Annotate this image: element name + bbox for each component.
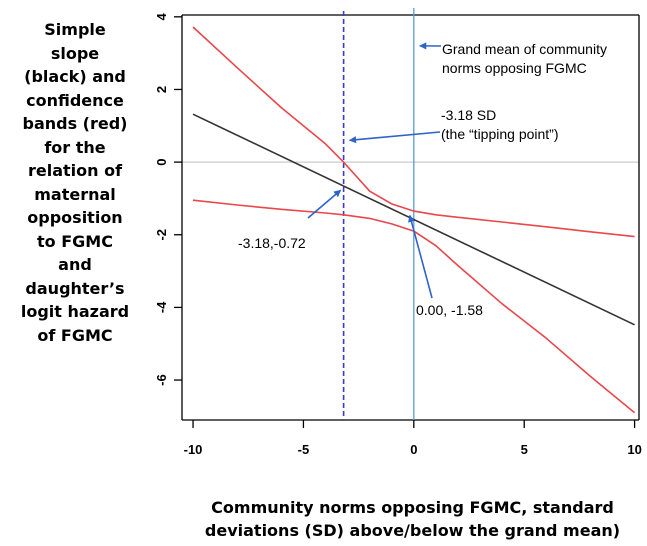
y-title-line: bands (red) (22, 114, 128, 133)
y-title-line: for the (44, 137, 106, 157)
y-title-line: daughter’s (25, 278, 125, 298)
y-title-line: maternal (34, 184, 116, 204)
y-tick-label: 4 (154, 12, 169, 20)
y-title-line: slope (50, 43, 100, 63)
x-tick-label: 5 (521, 442, 528, 457)
y-title-line: to FGMC (37, 231, 113, 251)
y-tick-label: -2 (154, 229, 169, 241)
annotation-arrow (348, 131, 441, 144)
x-title-line: deviations (SD) above/below the grand me… (204, 521, 621, 540)
y-title-line: opposition (27, 208, 123, 227)
annotation-point-tipping: -3.18,-0.72 (238, 234, 306, 253)
x-tick-label: 0 (410, 442, 417, 457)
annotation-line: norms opposing FGMC (442, 60, 587, 76)
annotation-line: 0.00, -1.58 (416, 302, 483, 318)
annotation-line: Grand mean of community (442, 41, 607, 57)
y-tick-label: -6 (154, 374, 169, 386)
y-title-line: of FGMC (37, 325, 113, 345)
y-axis-title: Simple slope (black) and confidence band… (0, 18, 150, 347)
y-tick-label: -4 (154, 301, 169, 313)
annotation-arrow (408, 214, 433, 299)
annotation-point-grand-mean: 0.00, -1.58 (416, 301, 483, 320)
y-title-line: logit hazard (20, 302, 130, 321)
y-title-line: and (58, 255, 92, 274)
y-tick-label: 2 (154, 86, 169, 93)
annotation-arrow (307, 189, 342, 219)
x-tick-label: 10 (627, 442, 641, 457)
x-title-line: Community norms opposing FGMC, standard (211, 498, 614, 517)
annotation-grand-mean: Grand mean of community norms opposing F… (442, 40, 607, 78)
y-title-line: (black) and (24, 67, 126, 86)
x-tick-label: -10 (184, 442, 203, 457)
annotation-line: -3.18 SD (441, 107, 497, 123)
lower-confidence-band (192, 199, 636, 414)
upper-confidence-band (192, 26, 635, 238)
y-title-line: Simple (44, 20, 106, 39)
annotation-line: (the “tipping point”) (441, 126, 559, 142)
annotation-line: -3.18,-0.72 (238, 235, 306, 251)
y-title-line: confidence (26, 90, 124, 110)
annotation-tipping-point: -3.18 SD (the “tipping point”) (441, 106, 559, 144)
y-tick-label: 0 (154, 158, 169, 165)
x-axis-title: Community norms opposing FGMC, standard … (190, 496, 635, 542)
y-title-line: relation of (27, 161, 123, 180)
x-tick-label: -5 (298, 442, 310, 457)
